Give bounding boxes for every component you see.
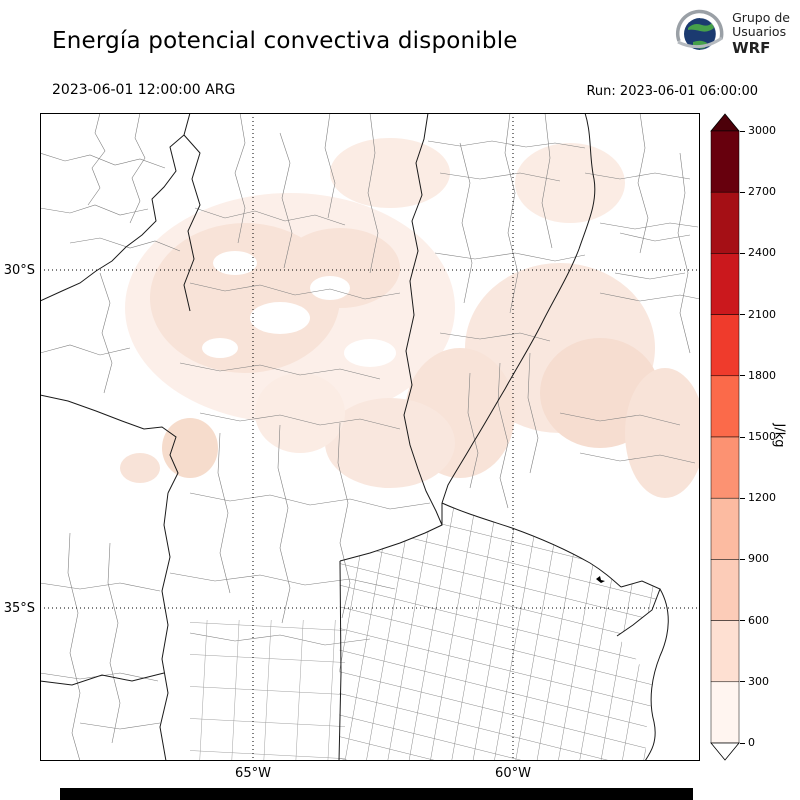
colorbar-tick-mark bbox=[740, 191, 745, 193]
lon-tick-65W: 65°W bbox=[235, 766, 271, 781]
logo-line3: WRF bbox=[732, 38, 771, 57]
colorbar-tick-mark bbox=[740, 375, 745, 377]
colorbar-tick-mark bbox=[740, 620, 745, 622]
footer-bar bbox=[60, 788, 693, 800]
colorbar-tick-mark bbox=[740, 436, 745, 438]
valid-time-label: 2023-06-01 12:00:00 ARG bbox=[52, 82, 236, 98]
map-area bbox=[39, 112, 705, 762]
colorbar-tick-mark bbox=[740, 742, 745, 744]
colorbar-tick-label: 300 bbox=[748, 674, 769, 688]
colorbar-tick-mark bbox=[740, 130, 745, 132]
wrf-globe-icon bbox=[676, 9, 724, 51]
la-pampa-parcels-mesh bbox=[190, 620, 345, 761]
colorbar-tick-label: 3000 bbox=[748, 124, 776, 137]
colorbar-tick-label: 1800 bbox=[748, 368, 776, 382]
cape-shading bbox=[120, 138, 705, 498]
department-boundaries bbox=[39, 112, 701, 762]
colorbar-tick-label: 1500 bbox=[748, 430, 776, 443]
colorbar-tick-label: 900 bbox=[748, 552, 769, 566]
lat-tick-35S: 35°S bbox=[3, 601, 35, 616]
province-boundaries bbox=[39, 112, 669, 762]
colorbar-tick-label: 0 bbox=[748, 736, 755, 749]
colorbar-tick-label: 1200 bbox=[748, 491, 776, 505]
colorbar-tick-label: 600 bbox=[748, 613, 769, 627]
logo-line2: Usuarios bbox=[732, 24, 787, 40]
colorbar-tick-mark bbox=[740, 681, 745, 683]
colorbar-tick-label: 2700 bbox=[748, 185, 776, 199]
lon-tick-60W: 60°W bbox=[495, 766, 531, 781]
run-time-label: Run: 2023-06-01 06:00:00 bbox=[586, 84, 758, 99]
lat-tick-30S: 30°S bbox=[3, 263, 35, 278]
map-border bbox=[40, 113, 700, 761]
map-svg bbox=[39, 112, 705, 762]
buenos-aires-city-marker bbox=[596, 576, 605, 583]
wrf-logo: Grupo de Usuarios WRF bbox=[674, 8, 790, 60]
logo-line1: Grupo de bbox=[732, 10, 790, 25]
colorbar-tick-mark bbox=[740, 314, 745, 316]
colorbar bbox=[710, 113, 740, 761]
colorbar-tick-mark bbox=[740, 252, 745, 254]
latlon-gridlines bbox=[40, 113, 700, 761]
figure-title: Energía potencial convectiva disponible bbox=[52, 28, 518, 54]
colorbar-tick-mark bbox=[740, 558, 745, 560]
colorbar-tick-mark bbox=[740, 497, 745, 499]
colorbar-tick-label: 2400 bbox=[748, 246, 776, 260]
wrf-logo-text: Grupo de Usuarios WRF bbox=[732, 10, 790, 57]
colorbar-tick-label: 2100 bbox=[748, 307, 776, 321]
